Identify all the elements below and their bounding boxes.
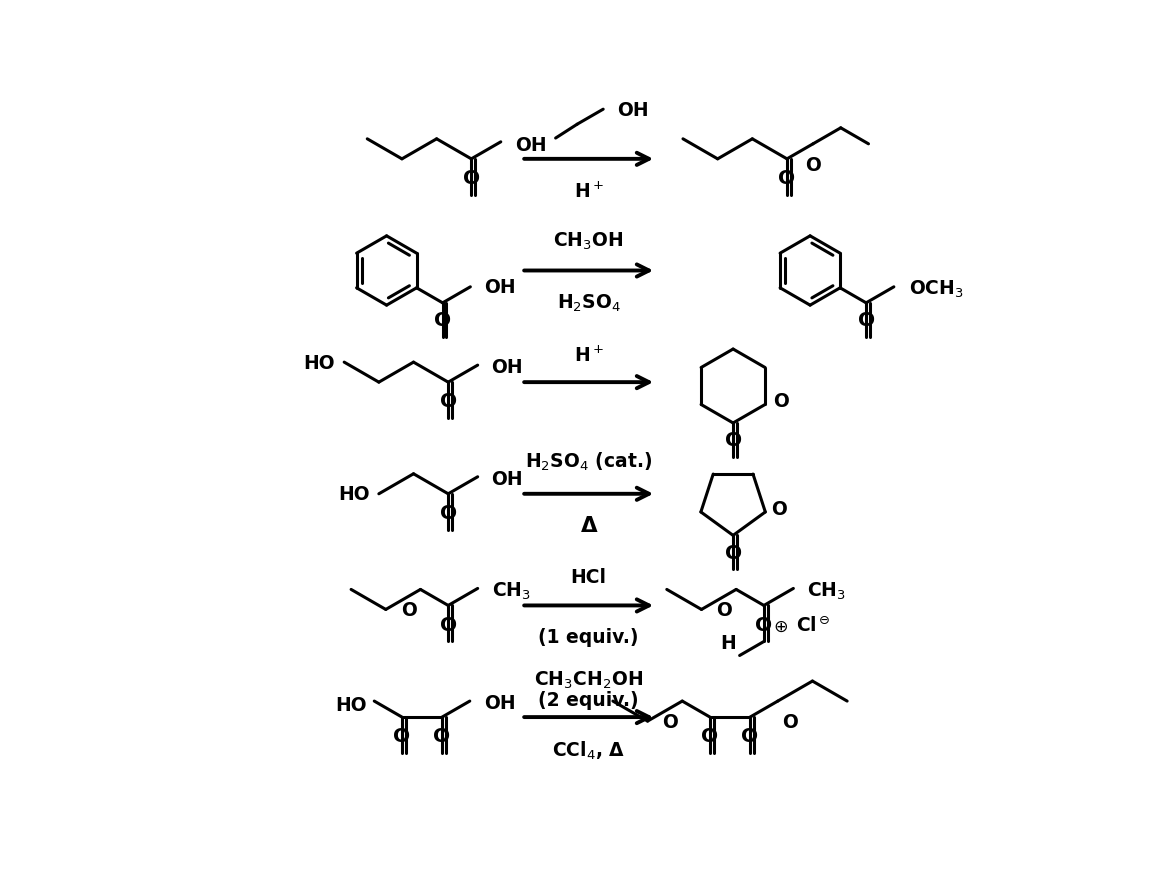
- Text: HO: HO: [338, 485, 370, 504]
- Text: O: O: [717, 600, 732, 620]
- Text: O: O: [771, 499, 788, 518]
- Text: OH: OH: [492, 358, 523, 377]
- Text: (2 equiv.): (2 equiv.): [538, 691, 639, 710]
- Text: O: O: [782, 712, 798, 731]
- Text: O: O: [463, 169, 480, 188]
- Text: (1 equiv.): (1 equiv.): [538, 627, 639, 647]
- Text: O: O: [741, 726, 759, 746]
- Text: CH$_3$: CH$_3$: [807, 580, 846, 601]
- Text: O: O: [702, 726, 718, 746]
- Text: CH$_3$: CH$_3$: [492, 580, 530, 601]
- Text: O: O: [805, 156, 821, 176]
- Text: O: O: [434, 311, 451, 329]
- Text: O: O: [440, 615, 457, 634]
- Text: O: O: [857, 311, 875, 329]
- Text: O: O: [434, 726, 450, 746]
- Text: H$_2$SO$_4$ (cat.): H$_2$SO$_4$ (cat.): [525, 450, 652, 473]
- Text: OCH$_3$: OCH$_3$: [909, 278, 964, 300]
- Text: OH: OH: [484, 693, 515, 713]
- Text: H$_2$SO$_4$: H$_2$SO$_4$: [557, 293, 621, 314]
- Text: O: O: [440, 392, 457, 411]
- Text: OH: OH: [492, 469, 523, 488]
- Text: HO: HO: [303, 353, 335, 372]
- Text: OH: OH: [484, 278, 516, 297]
- Text: O: O: [773, 392, 789, 411]
- Text: OH: OH: [515, 136, 546, 155]
- Text: CH$_3$OH: CH$_3$OH: [553, 230, 624, 252]
- Text: CCl$_4$, Δ: CCl$_4$, Δ: [552, 739, 625, 761]
- Text: H$^+$: H$^+$: [574, 346, 603, 366]
- Text: H: H: [720, 633, 735, 652]
- Text: O: O: [725, 543, 741, 562]
- Text: CH$_3$CH$_2$OH: CH$_3$CH$_2$OH: [535, 669, 644, 690]
- Text: Cl$^\ominus$: Cl$^\ominus$: [796, 614, 831, 635]
- Text: O: O: [662, 712, 679, 731]
- Text: O: O: [778, 169, 796, 188]
- Text: Δ: Δ: [580, 516, 597, 535]
- Text: O: O: [393, 726, 411, 746]
- Text: H$^+$: H$^+$: [574, 182, 603, 202]
- Text: $\oplus$: $\oplus$: [773, 618, 788, 635]
- Text: O: O: [725, 431, 741, 450]
- Text: O: O: [400, 600, 416, 620]
- Text: OH: OH: [617, 101, 648, 120]
- Text: HO: HO: [335, 695, 367, 714]
- Text: O: O: [440, 503, 457, 522]
- Text: HCl: HCl: [571, 567, 607, 587]
- Text: O: O: [755, 615, 773, 634]
